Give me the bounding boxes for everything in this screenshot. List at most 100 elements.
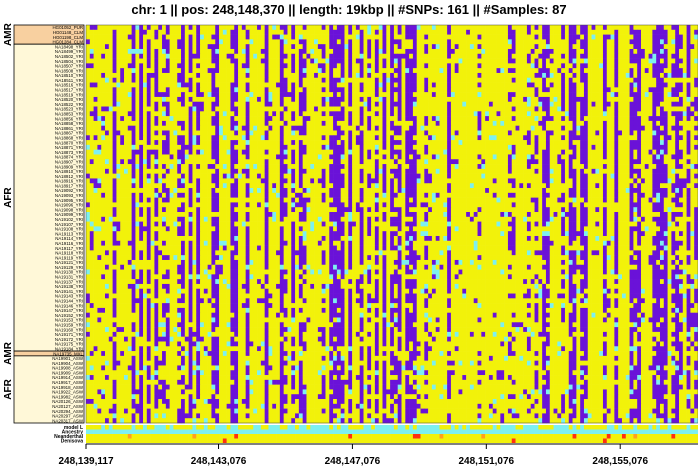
genotype-cell [93,82,98,88]
genotype-cell [466,44,471,50]
genotype-cell [135,34,140,40]
genotype-cell [424,77,429,83]
genotype-cell [675,48,680,55]
sample-label: NA18502_YRI [55,54,83,59]
genotype-cell [519,149,524,155]
genotype-cell [219,101,224,107]
genotype-cell [188,135,193,141]
genotype-cell [249,101,254,107]
genotype-cell [500,44,505,50]
genotype-cell [287,72,292,79]
genotype-cell [576,106,581,112]
genotype-cell [614,44,619,50]
genotype-cell [504,82,509,88]
genotype-cell [344,39,349,45]
genotype-cell [538,159,543,165]
genotype-cell [321,25,326,31]
genotype-cell [542,58,547,64]
genotype-cell [515,58,520,64]
genotype-cell [458,101,463,107]
genotype-cell [659,125,665,131]
genotype-cell [241,68,246,74]
genotype-cell [371,135,376,141]
genotype-cell [602,159,608,165]
genotype-cell [606,164,611,170]
genotype-cell [633,106,638,112]
sample-label: NA19116_YRI [55,241,83,246]
genotype-cell [97,125,102,131]
genotype-cell [599,39,604,45]
genotype-cell [675,53,680,59]
genotype-cell [135,130,140,136]
genotype-cell [188,144,193,150]
genotype-cell [374,149,379,155]
genotype-cell [131,44,136,50]
genotype-cell [416,101,421,107]
genotype-cell [321,82,326,88]
genotype-cell [257,140,262,146]
genotype-cell [576,144,581,150]
genotype-cell [587,96,592,103]
genotype-cell [295,58,300,64]
genotype-cell [86,48,91,55]
genotype-cell [629,154,634,160]
genotype-cell [420,111,425,117]
genotype-cell [667,101,672,107]
genotype-cell [496,58,501,64]
genotype-cell [534,87,539,93]
genotype-cell [222,144,227,150]
genotype-cell [671,135,676,141]
genotype-cell [359,125,364,131]
genotype-cell [150,53,155,59]
genotype-cell [652,25,657,31]
genotype-cell [162,29,167,35]
genotype-cell [416,53,421,59]
genotype-cell [279,25,284,31]
genotype-cell [127,130,132,136]
genotype-cell [374,144,379,150]
genotype-cell [371,48,376,55]
genotype-cell [477,125,482,131]
genotype-cell [245,72,250,79]
genotype-cell [428,125,433,131]
genotype-cell [241,130,246,136]
genotype-cell [568,120,573,126]
genotype-cell [200,140,205,146]
genotype-cell [306,92,311,98]
genotype-cell [439,53,444,59]
genotype-cell [310,48,315,55]
genotype-cell [416,111,421,117]
genotype-cell [131,164,136,170]
genotype-cell [690,116,695,122]
genotype-cell [652,159,657,165]
genotype-cell [302,48,307,55]
genotype-cell [192,125,197,131]
genotype-cell [553,34,558,40]
genotype-cell [397,149,402,155]
genotype-cell [572,144,577,150]
genotype-cell [564,92,570,98]
genotype-cell [276,63,281,69]
genotype-cell [196,82,201,88]
genotype-cell [519,96,524,103]
genotype-cell [431,77,437,83]
genotype-cell [401,68,406,74]
genotype-cell [348,58,353,64]
genotype-cell [120,87,125,93]
genotype-cell [352,87,357,93]
genotype-cell [397,25,402,31]
genotype-cell [105,58,110,64]
genotype-cell [177,77,182,83]
genotype-cell [302,125,307,131]
genotype-cell [188,58,193,64]
genotype-cell [169,164,174,170]
genotype-cell [671,116,676,122]
genotype-cell [621,154,627,160]
genotype-cell [162,72,167,79]
genotype-cell [302,82,307,88]
genotype-cell [363,164,368,170]
genotype-cell [302,72,307,79]
genotype-cell [485,164,490,170]
genotype-cell [412,58,418,64]
genotype-cell [443,77,448,83]
